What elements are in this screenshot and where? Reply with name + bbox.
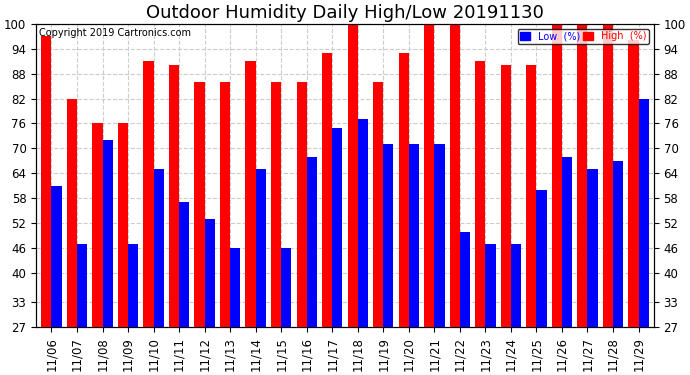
Text: Copyright 2019 Cartronics.com: Copyright 2019 Cartronics.com — [39, 28, 191, 38]
Bar — [348, 24, 357, 327]
Legend: Low  (%), High  (%): Low (%), High (%) — [518, 28, 649, 44]
Bar — [169, 65, 179, 327]
Bar — [613, 161, 623, 327]
Title: Outdoor Humidity Daily High/Low 20191130: Outdoor Humidity Daily High/Low 20191130 — [146, 4, 544, 22]
Bar — [562, 157, 572, 327]
Bar — [424, 24, 434, 327]
Bar — [629, 40, 638, 327]
Bar — [297, 82, 307, 327]
Bar — [230, 248, 240, 327]
Bar — [501, 65, 511, 327]
Bar — [578, 24, 587, 327]
Bar — [450, 24, 460, 327]
Bar — [536, 190, 546, 327]
Bar — [154, 169, 164, 327]
Bar — [357, 119, 368, 327]
Bar — [92, 123, 103, 327]
Bar — [220, 82, 230, 327]
Bar — [511, 244, 521, 327]
Bar — [256, 169, 266, 327]
Bar — [179, 202, 189, 327]
Bar — [322, 53, 333, 327]
Bar — [434, 144, 444, 327]
Bar — [52, 186, 61, 327]
Bar — [460, 231, 470, 327]
Bar — [383, 144, 393, 327]
Bar — [77, 244, 87, 327]
Bar — [271, 82, 282, 327]
Bar — [603, 24, 613, 327]
Bar — [282, 248, 291, 327]
Bar — [118, 123, 128, 327]
Bar — [67, 99, 77, 327]
Bar — [485, 244, 495, 327]
Bar — [399, 53, 408, 327]
Bar — [587, 169, 598, 327]
Bar — [373, 82, 383, 327]
Bar — [205, 219, 215, 327]
Bar — [638, 99, 649, 327]
Bar — [475, 61, 485, 327]
Bar — [128, 244, 138, 327]
Bar — [103, 140, 112, 327]
Bar — [552, 24, 562, 327]
Bar — [408, 144, 419, 327]
Bar — [246, 61, 256, 327]
Bar — [333, 128, 342, 327]
Bar — [195, 82, 205, 327]
Bar — [41, 36, 52, 327]
Bar — [144, 61, 154, 327]
Bar — [526, 65, 536, 327]
Bar — [307, 157, 317, 327]
